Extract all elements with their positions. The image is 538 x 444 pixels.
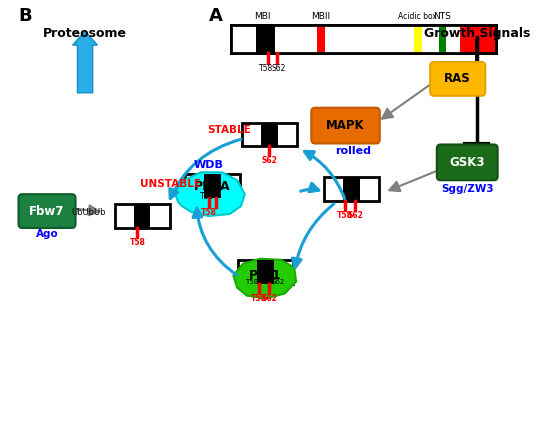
FancyBboxPatch shape xyxy=(437,144,498,180)
Text: T58: T58 xyxy=(200,192,214,201)
Bar xyxy=(134,204,150,228)
Text: PIN1: PIN1 xyxy=(249,269,282,282)
Text: T58: T58 xyxy=(251,293,267,302)
Text: Sgg/ZW3: Sgg/ZW3 xyxy=(441,184,493,194)
Text: Acidic box: Acidic box xyxy=(398,12,437,21)
Text: MBII: MBII xyxy=(312,12,330,21)
Text: MBI: MBI xyxy=(254,12,271,21)
Text: T58: T58 xyxy=(245,279,258,285)
Bar xyxy=(459,25,495,53)
Bar xyxy=(324,177,379,201)
Text: S62: S62 xyxy=(271,279,285,285)
Bar xyxy=(324,25,414,53)
Text: S62: S62 xyxy=(261,293,278,302)
Bar xyxy=(261,123,278,147)
Text: B: B xyxy=(18,8,32,25)
FancyArrow shape xyxy=(73,31,97,93)
FancyBboxPatch shape xyxy=(312,108,380,143)
Text: T58: T58 xyxy=(201,208,217,217)
Bar xyxy=(343,177,359,201)
Text: Growth Signals: Growth Signals xyxy=(423,27,530,40)
Text: STABLE: STABLE xyxy=(208,125,251,135)
Bar xyxy=(447,25,459,53)
Text: UNSTABLE: UNSTABLE xyxy=(140,179,201,189)
Bar xyxy=(231,25,495,53)
Text: RAS: RAS xyxy=(444,72,471,85)
Text: NTS: NTS xyxy=(434,12,451,21)
Text: S62: S62 xyxy=(261,156,278,166)
FancyBboxPatch shape xyxy=(430,62,485,96)
Bar xyxy=(422,25,438,53)
Text: GSK3: GSK3 xyxy=(449,156,485,169)
Bar xyxy=(257,260,274,284)
Bar xyxy=(242,123,297,147)
Text: MAPK: MAPK xyxy=(326,119,365,132)
Bar xyxy=(231,25,495,53)
FancyBboxPatch shape xyxy=(18,194,75,228)
Bar xyxy=(231,25,256,53)
Text: S62: S62 xyxy=(347,211,363,220)
Polygon shape xyxy=(233,259,296,298)
Bar xyxy=(414,25,422,53)
Text: T58: T58 xyxy=(259,64,273,73)
Text: Ago: Ago xyxy=(36,229,59,239)
Bar xyxy=(317,25,324,53)
Bar xyxy=(256,25,275,53)
Bar xyxy=(438,25,447,53)
Text: Proteosome: Proteosome xyxy=(43,27,127,40)
Text: T58: T58 xyxy=(130,238,145,247)
Bar xyxy=(204,174,221,198)
Bar xyxy=(185,174,240,198)
Text: WDB: WDB xyxy=(194,160,224,170)
Text: rolled: rolled xyxy=(335,147,371,156)
Text: UbUbUb: UbUbUb xyxy=(72,207,106,217)
Text: S62: S62 xyxy=(272,64,286,73)
Polygon shape xyxy=(174,172,245,216)
Bar xyxy=(238,260,293,284)
Bar xyxy=(275,25,317,53)
Bar xyxy=(115,204,169,228)
Text: T58: T58 xyxy=(337,211,352,220)
Text: Fbw7: Fbw7 xyxy=(30,205,65,218)
Text: A: A xyxy=(209,8,223,25)
Text: PP2A: PP2A xyxy=(194,180,231,193)
